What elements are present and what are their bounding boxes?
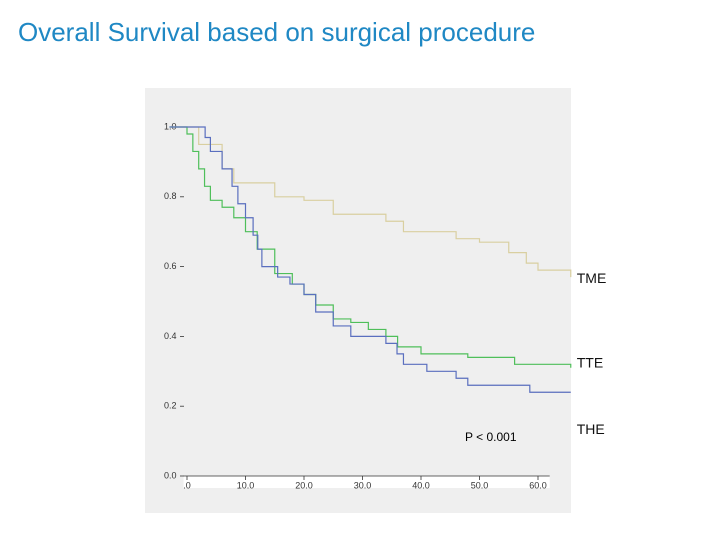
plot-panel <box>145 88 571 513</box>
y-tick-label: 0.4 <box>164 331 177 341</box>
y-tick-label: 0.0 <box>164 470 177 480</box>
y-tick-label: 0.8 <box>164 191 177 201</box>
chart-title: Overall Survival based on surgical proce… <box>18 17 535 47</box>
curve-label: THE <box>577 421 605 437</box>
x-tick-label: 20.0 <box>295 480 313 490</box>
x-tick-label: 50.0 <box>471 480 489 490</box>
y-tick-label: 0.2 <box>164 401 177 411</box>
x-tick-label: 30.0 <box>354 480 372 490</box>
y-tick-label: 1.0 <box>164 121 177 131</box>
p-value: P < 0.001 <box>465 430 517 444</box>
y-tick-label: 0.6 <box>164 261 177 271</box>
x-tick-label: 10.0 <box>237 480 255 490</box>
curve-label: TME <box>577 270 607 286</box>
survival-curve <box>169 126 571 393</box>
x-tick-label: .0 <box>183 480 191 490</box>
axis-strip <box>183 476 550 488</box>
x-tick-label: 40.0 <box>412 480 430 490</box>
x-tick-label: 60.0 <box>529 480 547 490</box>
curve-label: TTE <box>577 355 603 371</box>
